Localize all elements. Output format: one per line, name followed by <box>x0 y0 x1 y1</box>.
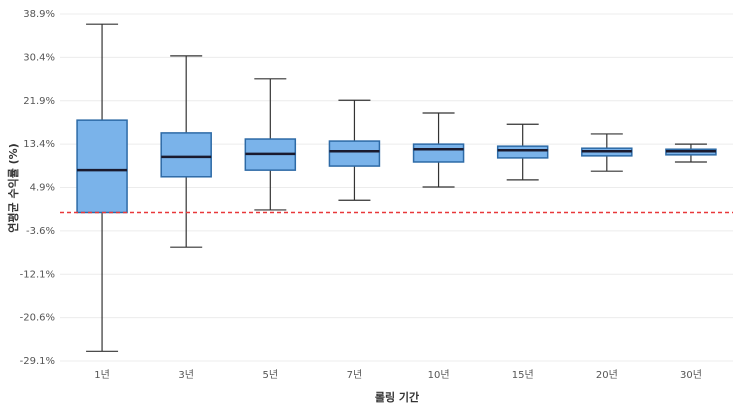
x-tick-label: 30년 <box>680 369 702 381</box>
y-axis-title: 연평균 수익률 (%) <box>6 143 20 232</box>
box <box>76 119 128 214</box>
y-tick-label: -20.6% <box>20 313 55 324</box>
x-tick-label: 5년 <box>263 369 279 381</box>
y-tick-label: -29.1% <box>20 356 55 367</box>
y-tick-label: 21.9% <box>23 96 55 107</box>
y-tick-label: 13.4% <box>23 139 55 150</box>
y-tick-label: -3.6% <box>26 226 55 237</box>
x-tick-label: 3년 <box>178 369 194 381</box>
x-tick-label: 1년 <box>94 369 110 381</box>
box <box>328 140 381 167</box>
y-tick-label: 4.9% <box>30 183 55 194</box>
y-tick-label: 38.9% <box>23 9 55 20</box>
x-tick-label: 20년 <box>596 369 618 381</box>
x-tick-label: 15년 <box>512 369 534 381</box>
box <box>160 132 212 178</box>
box <box>496 145 549 159</box>
y-tick-label: -12.1% <box>20 269 55 280</box>
x-tick-label: 10년 <box>428 369 450 381</box>
box <box>412 143 465 163</box>
y-tick-label: 30.4% <box>23 52 55 63</box>
x-axis-title: 롤링 기간 <box>375 390 419 404</box>
x-tick-label: 7년 <box>347 369 363 381</box>
